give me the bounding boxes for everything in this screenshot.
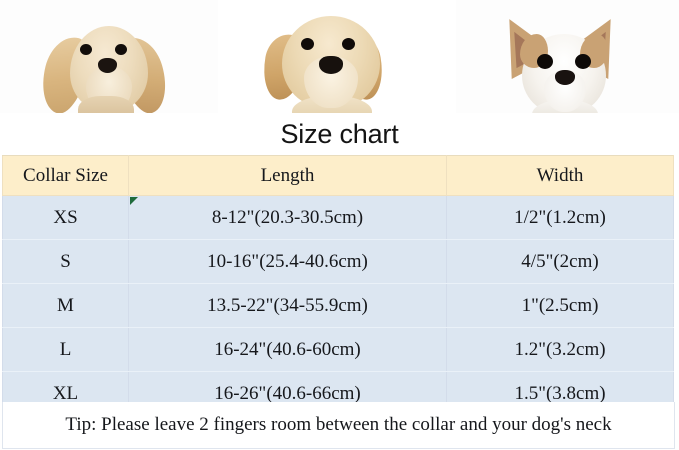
tip-text: Tip: Please leave 2 fingers room between… <box>65 414 612 435</box>
dog-eye-right <box>575 54 591 69</box>
dog-eye-right <box>342 38 355 50</box>
cell-length: 13.5-22"(34-55.9cm) <box>128 283 447 328</box>
table-row: L 16-24"(40.6-60cm) 1.2"(3.2cm) <box>2 327 674 372</box>
dog-eye-left <box>537 54 553 69</box>
column-header-length: Length <box>128 155 447 196</box>
dog-nose <box>98 58 117 73</box>
cell-collar-size: L <box>2 327 129 372</box>
header-row: Collar Size Length Width <box>2 155 674 196</box>
table-body: XS 8-12"(20.3-30.5cm) 1/2"(1.2cm) S 10-1… <box>2 195 674 416</box>
cell-length: 16-24"(40.6-60cm) <box>128 327 447 372</box>
chart-title-band: Size chart <box>0 113 679 155</box>
dog-nose <box>555 70 575 85</box>
cell-collar-size: M <box>2 283 129 328</box>
dog-photo-strip <box>0 0 679 115</box>
cell-width: 1"(2.5cm) <box>446 283 674 328</box>
cell-width: 1.2"(3.2cm) <box>446 327 674 372</box>
dog-nose <box>319 56 343 74</box>
table-row: S 10-16"(25.4-40.6cm) 4/5"(2cm) <box>2 239 674 284</box>
dog-eye-left <box>80 44 92 55</box>
cell-width: 4/5"(2cm) <box>446 239 674 284</box>
table-row: M 13.5-22"(34-55.9cm) 1"(2.5cm) <box>2 283 674 328</box>
column-header-collar-size: Collar Size <box>2 155 129 196</box>
dog-eye-right <box>115 44 127 55</box>
golden-retriever-puppy-photo <box>218 0 456 115</box>
cell-length: 10-16"(25.4-40.6cm) <box>128 239 447 284</box>
cell-width: 1/2"(1.2cm) <box>446 195 674 240</box>
cell-length: 8-12"(20.3-30.5cm) <box>128 195 447 240</box>
cell-collar-size: S <box>2 239 129 284</box>
dog-neck <box>78 96 134 115</box>
tip-row: Tip: Please leave 2 fingers room between… <box>2 402 675 449</box>
cell-length-text: 8-12"(20.3-30.5cm) <box>211 206 364 228</box>
cream-dachshund-puppy-photo <box>0 0 218 115</box>
comment-marker-icon <box>130 197 138 205</box>
page-title: Size chart <box>280 118 399 149</box>
size-chart-table: Collar Size Length Width XS 8-12"(20.3-3… <box>2 155 674 416</box>
chihuahua-photo <box>456 0 679 115</box>
column-header-width: Width <box>446 155 674 196</box>
cell-collar-size: XS <box>2 195 129 240</box>
table-header: Collar Size Length Width <box>2 155 674 196</box>
table-row: XS 8-12"(20.3-30.5cm) 1/2"(1.2cm) <box>2 195 674 240</box>
dog-eye-left <box>301 38 314 50</box>
